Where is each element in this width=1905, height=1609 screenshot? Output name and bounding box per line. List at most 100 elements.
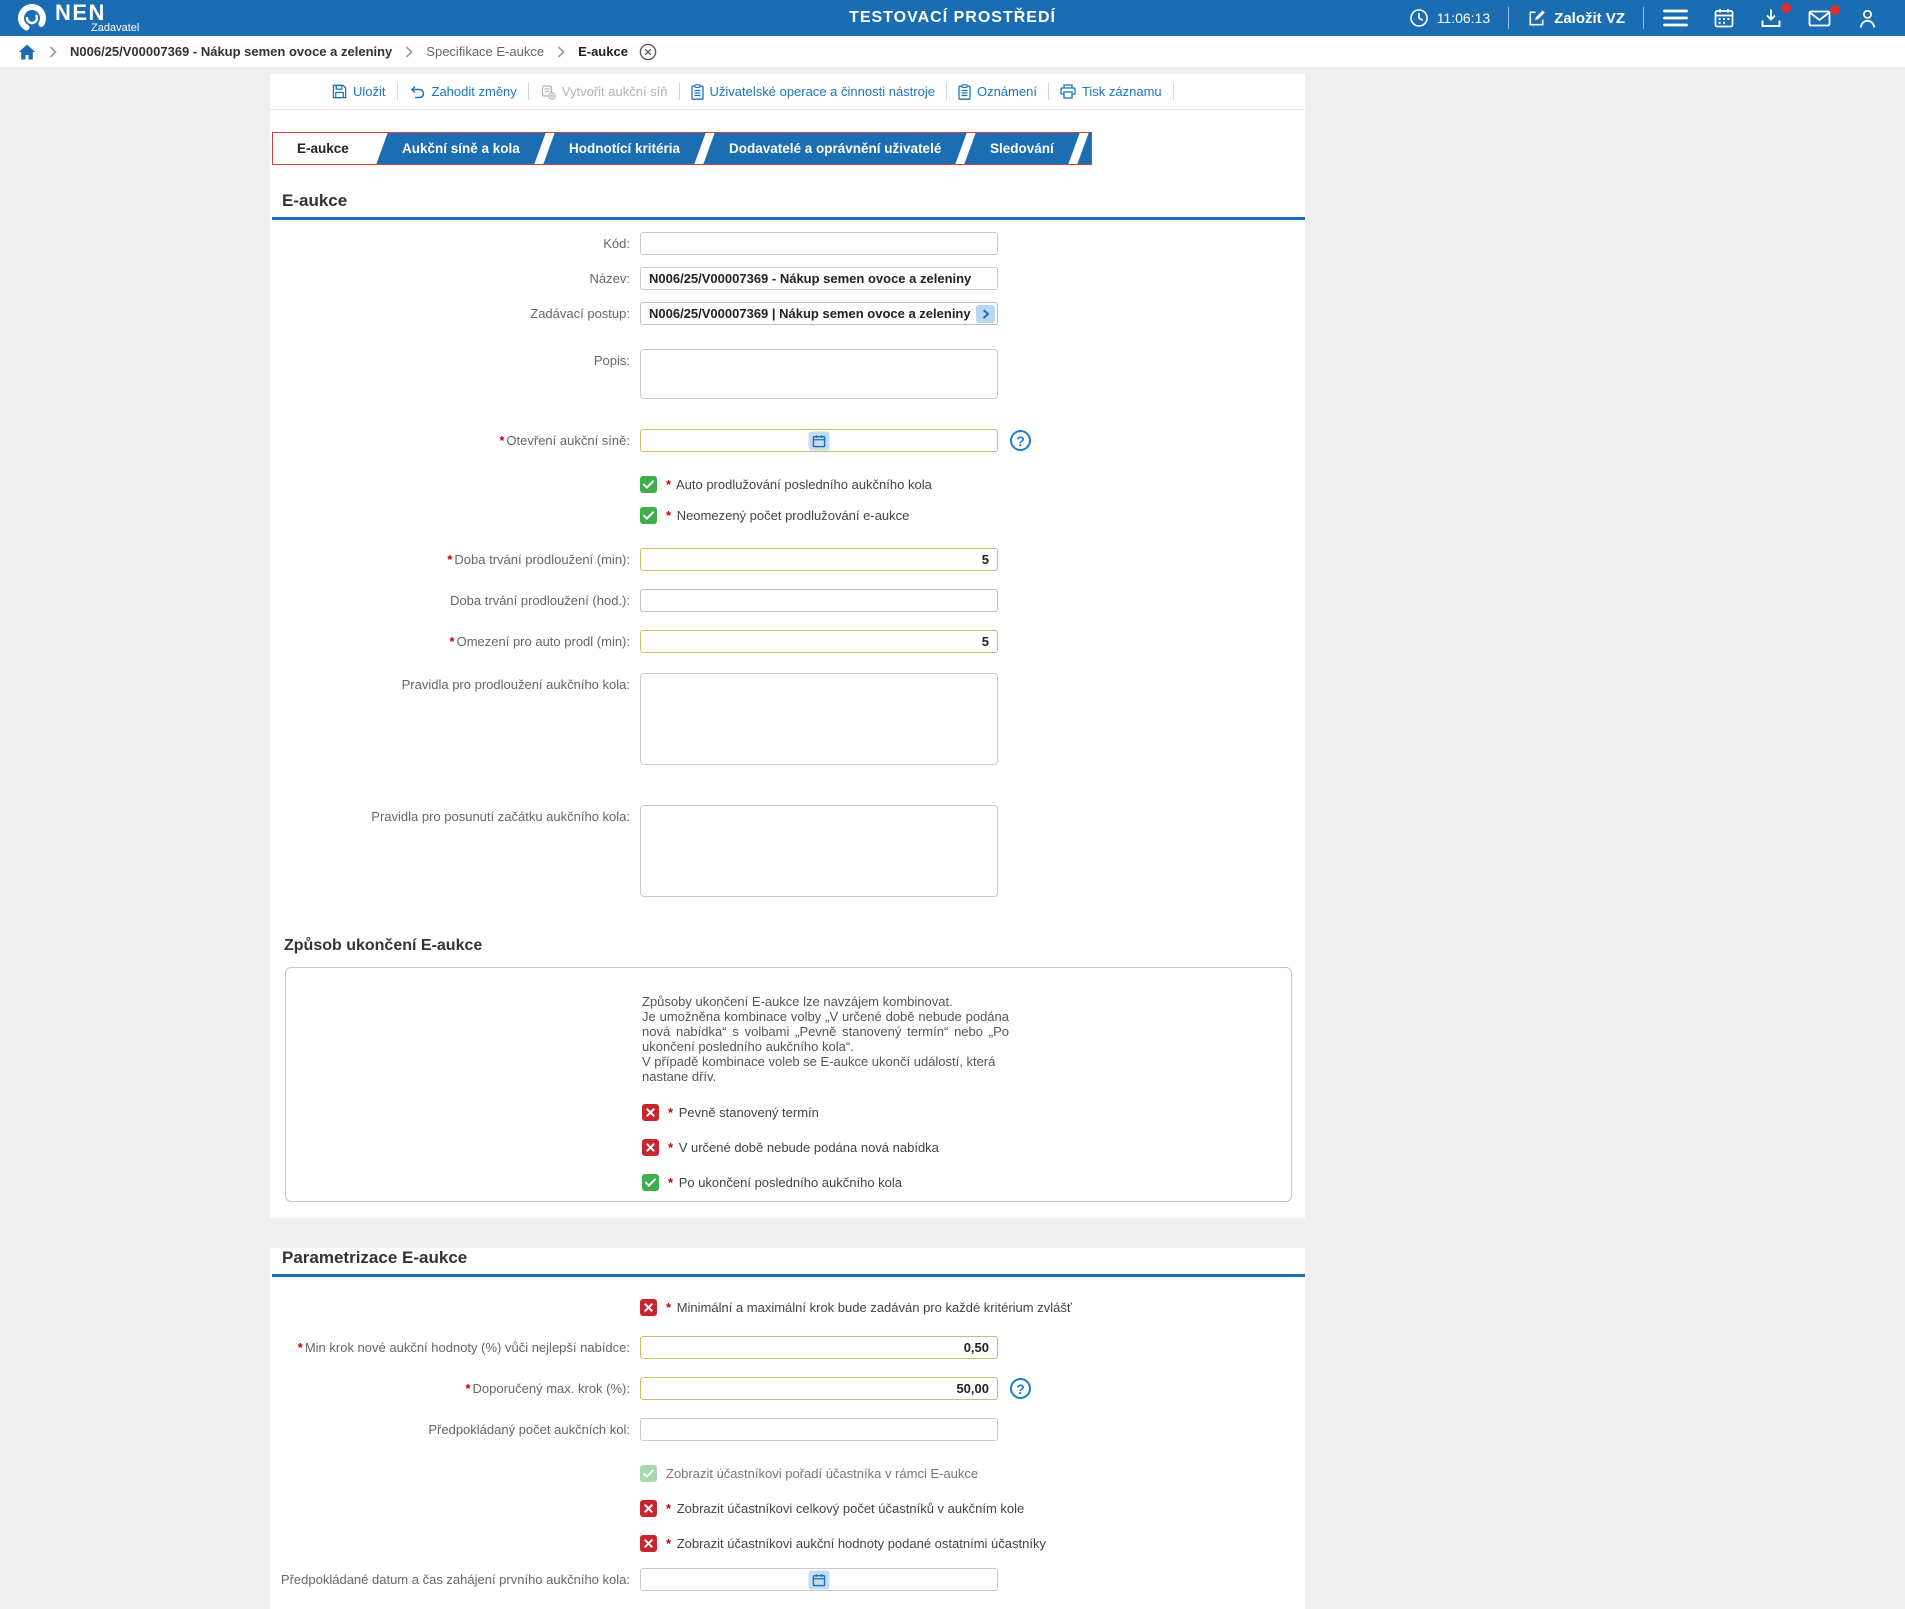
urcene-dobe-checkbox[interactable] (642, 1139, 659, 1156)
celkovy-pocet-checkbox[interactable] (640, 1500, 657, 1517)
cross-icon (644, 1504, 653, 1513)
doba-min-input[interactable] (640, 548, 998, 571)
tab-e-aukce[interactable]: E-aukce (273, 133, 373, 164)
po-ukonceni-label: * Po ukončení posledního aukčního kola (668, 1175, 902, 1190)
poradi-label: Zobrazit účastníkovi pořadí účastníka v … (666, 1466, 978, 1481)
nen-logo-icon (17, 3, 46, 32)
messages-button[interactable] (1795, 4, 1844, 27)
close-tab-button[interactable] (639, 43, 657, 61)
tab-dodavatele-a-opravneni-uzivatele[interactable]: Dodavatelé a oprávnění uživatelé (702, 133, 967, 164)
otevreni-label: * Otevření aukční síně: (270, 429, 630, 448)
check-icon (643, 511, 654, 520)
user-profile-button[interactable] (1844, 8, 1891, 29)
toolbar-divider (1047, 83, 1049, 100)
tab-sledovani[interactable]: Sledování (964, 133, 1080, 164)
print-record-button[interactable]: Tisk záznamu (1060, 84, 1162, 99)
checkbox-label-text: Neomezený počet prodlužování e-aukce (676, 508, 910, 523)
datum-zahajeni-calendar-button[interactable] (808, 1570, 830, 1589)
kod-label: Kód: (603, 236, 630, 251)
required-marker: * (447, 552, 453, 567)
min-krok-label: * Min krok nové aukční hodnoty (%) vůči n… (270, 1336, 630, 1355)
po-ukonceni-checkbox[interactable] (642, 1174, 659, 1191)
cross-icon (644, 1539, 653, 1548)
print-record-label: Tisk záznamu (1081, 84, 1162, 99)
info-line: Je umožněna kombinace volby „V určené do… (642, 1009, 1009, 1054)
pevny-termin-checkbox[interactable] (642, 1104, 659, 1121)
calendar-field-icon (812, 434, 826, 447)
document-icon (958, 83, 971, 100)
discard-changes-button[interactable]: Zahodit změny (409, 84, 517, 99)
tab-aukcni-sine-a-kola[interactable]: Aukční síně a kola (376, 133, 546, 164)
max-krok-label-text: Doporučený max. krok (%): (472, 1381, 631, 1396)
toolbar-divider (945, 83, 947, 100)
auction-room-icon (541, 84, 556, 100)
user-operations-button[interactable]: Uživatelské operace a činnosti nástroje (690, 83, 935, 100)
aukcni-hodnoty-checkbox[interactable] (640, 1535, 657, 1552)
form-row-popis: Popis: (270, 349, 1305, 399)
main-panel: Uložit Zahodit změny Vytvořit aukční síň (270, 74, 1305, 1218)
tab-strip-filler (1077, 133, 1091, 164)
tab-hodnotici-kriteria[interactable]: Hodnotící kritéria (542, 133, 706, 164)
omezeni-input[interactable] (640, 630, 998, 653)
pravidla-posunuti-textarea[interactable] (640, 805, 998, 897)
cross-icon (644, 1303, 653, 1312)
min-max-krok-checkbox[interactable] (640, 1299, 657, 1316)
home-button[interactable] (18, 44, 36, 60)
section-title-zpusob-ukonceni: Způsob ukončení E-aukce (284, 937, 483, 954)
max-krok-label: * Doporučený max. krok (%): (270, 1377, 630, 1396)
checkbox-label-text: V určené době nebude podána nová nabídka (678, 1140, 939, 1155)
otevreni-help-icon[interactable]: ? (1010, 430, 1031, 451)
document-icon (690, 83, 704, 100)
downloads-button[interactable] (1747, 3, 1795, 28)
poradi-checkbox (640, 1465, 657, 1482)
create-vz-button[interactable]: Založit VZ (1515, 9, 1637, 28)
checkbox-label-text: Minimální a maximální krok bude zadáván … (676, 1300, 1072, 1315)
form-row-doba-min: * Doba trvání prodloužení (min): (270, 548, 1305, 571)
panel-separator (0, 1218, 1905, 1230)
neomezeny-checkbox[interactable] (640, 507, 657, 524)
download-icon (1761, 9, 1781, 27)
pevny-termin-label: * Pevně stanovený termín (668, 1105, 819, 1120)
checkbox-row-neomezeny: * Neomezený počet prodlužování e-aukce (640, 507, 1305, 524)
chevron-separator-icon (49, 45, 57, 58)
min-krok-input[interactable] (640, 1336, 998, 1359)
breadcrumb-item-procurement[interactable]: N006/25/V00007369 - Nákup semen ovoce a … (70, 44, 393, 59)
calendar-button[interactable] (1701, 8, 1747, 28)
checkbox-label-text: Auto prodlužování posledního aukčního ko… (675, 477, 932, 492)
cross-icon (646, 1143, 655, 1152)
form-row-pravidla-posunuti: Pravidla pro posunutí začátku aukčního k… (270, 805, 1305, 897)
max-krok-input[interactable] (640, 1377, 998, 1400)
popis-label: Popis: (593, 353, 630, 368)
pravidla-prodlouzeni-textarea[interactable] (640, 673, 998, 765)
kod-input[interactable] (640, 232, 998, 255)
required-marker: * (666, 477, 672, 492)
parametrizace-panel: Parametrizace E-aukce * Minimální a maxi… (270, 1248, 1305, 1609)
section-title-parametrizace: Parametrizace E-aukce (282, 1248, 468, 1267)
top-bar: NEN Zadavatel TESTOVACÍ PROSTŘEDÍ 11:06:… (0, 0, 1905, 36)
otevreni-calendar-button[interactable] (808, 431, 830, 450)
doba-min-label-text: Doba trvání prodloužení (min): (454, 552, 630, 567)
create-auction-room-button: Vytvořit aukční síň (540, 84, 668, 100)
nen-logo[interactable]: NEN Zadavatel (16, 2, 139, 34)
discard-changes-label: Zahodit změny (431, 84, 517, 99)
checkbox-row-min-max-krok: * Minimální a maximální krok bude zadává… (640, 1299, 1305, 1316)
menu-button[interactable] (1650, 9, 1701, 27)
announcement-button[interactable]: Oznámení (958, 83, 1037, 100)
calendar-icon (1714, 9, 1734, 28)
save-button[interactable]: Uložit (332, 84, 386, 99)
calendar-field-icon (812, 1573, 826, 1586)
min-max-krok-label: * Minimální a maximální krok bude zadává… (666, 1300, 1072, 1315)
info-line: V případě kombinace voleb se E-aukce uko… (642, 1054, 996, 1084)
breadcrumb-item-specification[interactable]: Specifikace E-aukce (426, 44, 545, 59)
printer-icon (1060, 84, 1076, 99)
toolbar-divider (527, 83, 529, 100)
form-row-kod: Kód: (270, 232, 1305, 255)
popis-textarea[interactable] (640, 349, 998, 399)
pocet-kol-input[interactable] (640, 1418, 998, 1441)
open-zadavaci-postup-button[interactable] (976, 304, 995, 323)
auto-prodluzovani-checkbox[interactable] (640, 476, 657, 493)
tab-label: Dodavatelé a oprávnění uživatelé (728, 141, 941, 156)
max-krok-help-icon[interactable]: ? (1010, 1378, 1031, 1399)
zpusob-info-text: Způsoby ukončení E-aukce lze navzájem ko… (642, 994, 1009, 1084)
nazev-input[interactable] (640, 267, 998, 290)
